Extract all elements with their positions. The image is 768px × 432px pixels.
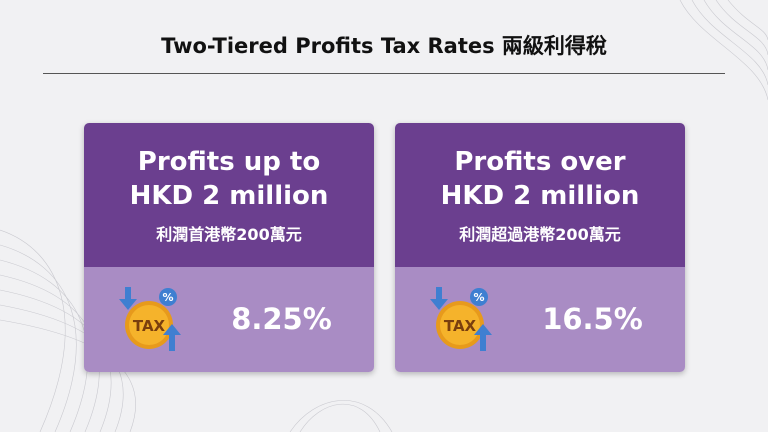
tax-rate-card-upper-tier: Profits over HKD 2 million 利潤超過港幣200萬元 T… bbox=[395, 123, 685, 372]
page-title: Two-Tiered Profits Tax Rates 兩級利得稅 bbox=[161, 34, 607, 58]
card-header: Profits over HKD 2 million 利潤超過港幣200萬元 bbox=[395, 123, 685, 267]
card-rate-panel: TAX % 16.5% bbox=[395, 267, 685, 372]
svg-text:%: % bbox=[473, 291, 484, 304]
card-subheading: 利潤超過港幣200萬元 bbox=[459, 225, 621, 244]
card-subheading: 利潤首港幣200萬元 bbox=[156, 225, 302, 244]
card-heading: Profits up to HKD 2 million bbox=[129, 147, 329, 211]
tax-coin-label: TAX bbox=[133, 317, 166, 335]
tax-rate-value: 8.25% bbox=[231, 302, 332, 336]
tax-rate-value: 16.5% bbox=[542, 302, 643, 336]
svg-text:%: % bbox=[162, 291, 173, 304]
card-heading: Profits over HKD 2 million bbox=[440, 147, 640, 211]
card-rate-panel: TAX % 8.25% bbox=[84, 267, 374, 372]
tax-coin-icon: TAX % bbox=[119, 287, 181, 351]
tax-coin-icon: TAX % bbox=[430, 287, 492, 351]
card-header: Profits up to HKD 2 million 利潤首港幣200萬元 bbox=[84, 123, 374, 267]
tax-coin-label: TAX bbox=[444, 317, 477, 335]
title-divider bbox=[43, 73, 725, 74]
tax-rate-card-lower-tier: Profits up to HKD 2 million 利潤首港幣200萬元 T… bbox=[84, 123, 374, 372]
